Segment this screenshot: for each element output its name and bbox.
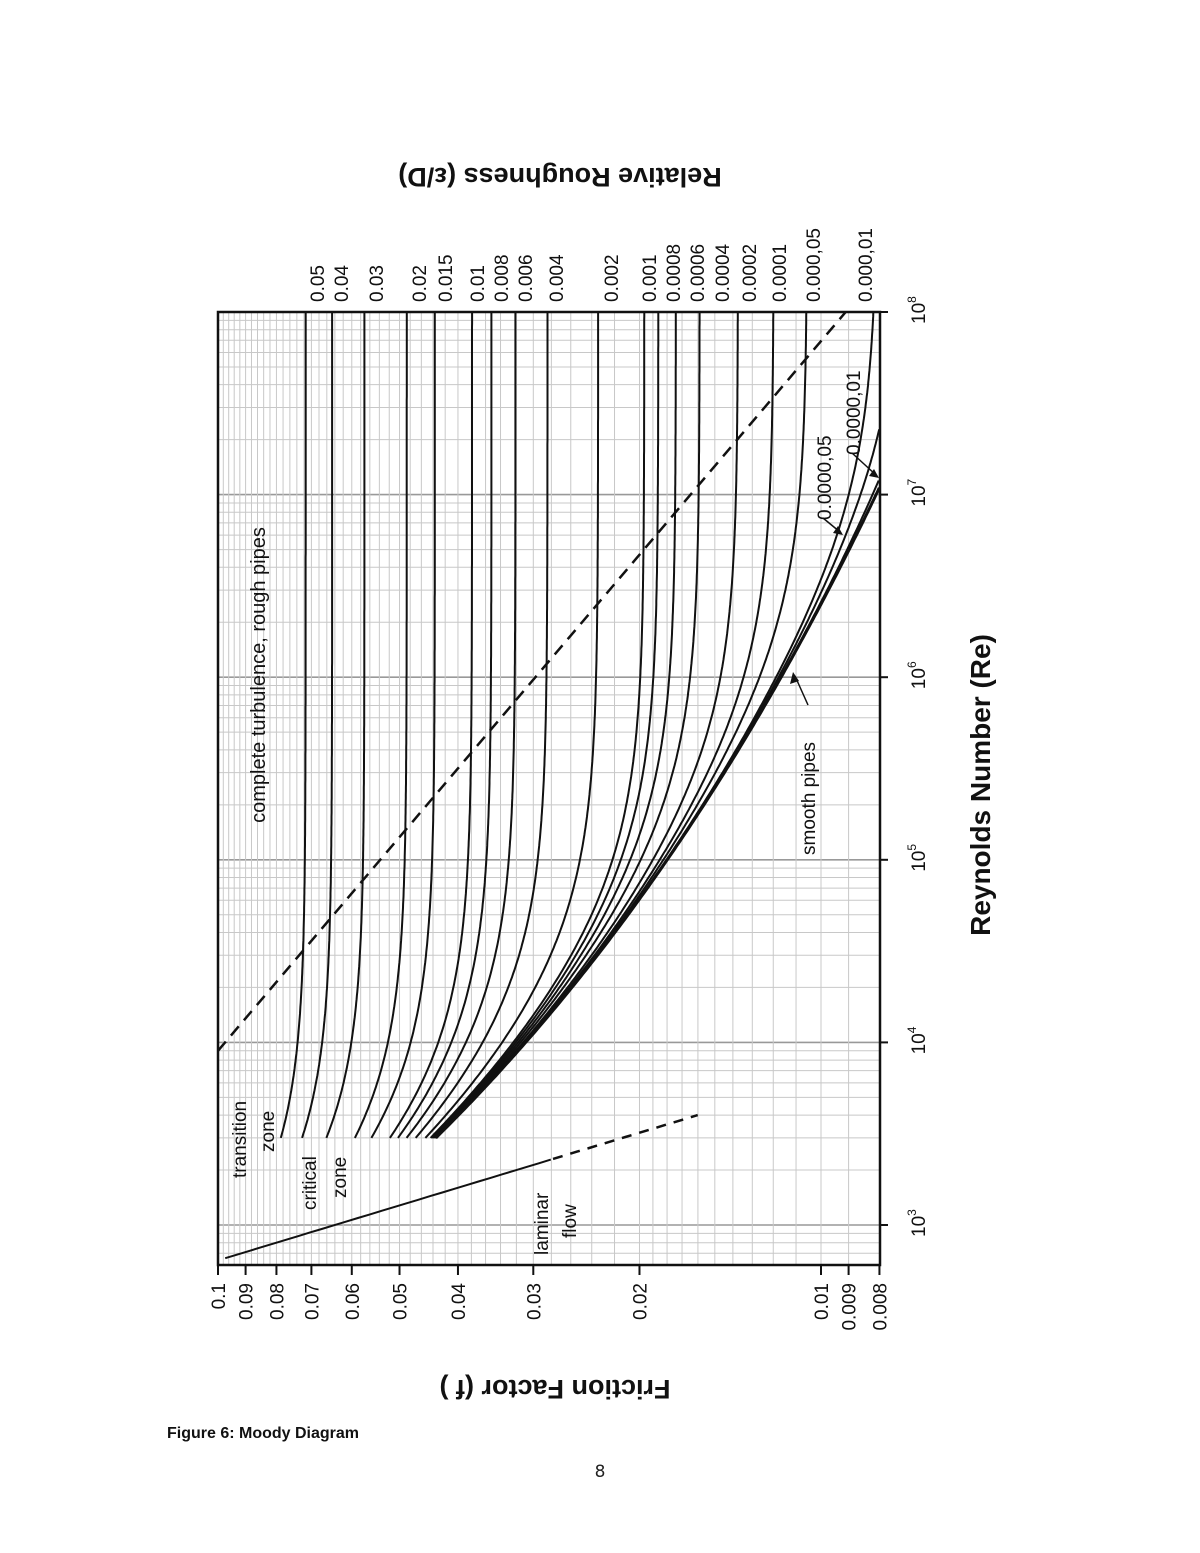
curve-roughness [405,312,517,1139]
tick-label-f: 0.008 [870,1283,891,1331]
tick-label-f: 0.01 [812,1283,833,1320]
roughness-label: 0.0001 [770,244,791,302]
tick-label-f: 0.06 [343,1283,364,1320]
curve-roughness [397,312,493,1139]
arrowhead-icon [833,526,843,535]
curve-roughness [432,312,701,1139]
transition-zone-label: zone [258,1111,279,1152]
arrowhead-icon [790,672,799,684]
curve-roughness [424,312,600,1139]
curve-roughness [430,312,660,1139]
tick-label-f: 0.08 [267,1283,288,1320]
laminar-label: laminar [532,1192,553,1255]
curve-roughness [429,312,646,1139]
grid [217,311,880,1265]
tick-label-re: 106 [905,661,930,689]
roughness-1e-6-arrow [851,452,877,476]
curves [217,311,881,1260]
curve-roughness [431,312,677,1139]
roughness-label: 0.008 [492,254,513,302]
tick-label-re: 107 [905,478,930,506]
complete-turbulence-label: complete turbulence, rough pipes [248,527,270,823]
roughness-label: 0.05 [308,265,329,302]
y-axis-title: Friction Factor (f ) [440,1374,671,1404]
page-number: 8 [594,1462,606,1482]
tick-label-f: 0.009 [840,1283,861,1331]
roughness-label: 0.006 [516,254,537,302]
annotations: complete turbulence, rough pipes transit… [230,370,879,1255]
roughness-label: 0.01 [468,265,489,302]
transition-label: transition [230,1101,251,1178]
curve-roughness [435,312,875,1139]
tick-label-re: 104 [905,1026,930,1054]
roughness-label: 0.0004 [713,243,734,302]
curve-roughness [414,312,549,1139]
figure-caption: Figure 6: Moody Diagram [167,1425,360,1442]
tick-label-f: 0.04 [449,1283,470,1320]
tick-label-f: 0.09 [237,1283,258,1320]
roughness-label: 0.000,01 [856,228,877,302]
axis-ticks: 0.1 0.09 0.08 0.07 0.06 0.05 0.04 0.03 0.02 0.01 0… [209,228,930,1331]
tick-label-f: 0.05 [391,1283,412,1320]
right-axis-title: Relative Roughness (ε/D) [398,162,721,192]
tick-label-f: 0.1 [209,1283,230,1309]
tick-label-f: 0.02 [630,1283,651,1320]
curve-roughness [434,487,881,1139]
curve-roughness [279,312,307,1139]
roughness-label: 0.04 [332,265,353,302]
roughness-label: 0.03 [367,265,388,302]
plot-frame [216,310,882,1267]
x-axis-title: Reynolds Number (Re) [965,634,996,936]
roughness-label: 0.0002 [740,244,761,302]
curve-roughness [434,312,739,1139]
curve-roughness [301,312,334,1139]
curve-roughness [370,312,436,1139]
tick-label-re: 103 [905,1209,930,1237]
roughness-label: 0.002 [602,254,623,302]
roughness-label: 0.02 [410,265,431,302]
roughness-label: 0.004 [547,254,568,302]
complete-turbulence-boundary [217,311,847,1052]
tick-label-re: 105 [905,844,930,872]
roughness-label: 0.0006 [688,244,709,302]
tick-label-f: 0.07 [302,1283,323,1320]
critical-label: critical [300,1156,321,1210]
roughness-1e-6-label: 0.0000,01 [844,370,865,455]
tick-label-f: 0.03 [524,1283,545,1320]
tick-label-re: 108 [905,296,930,324]
roughness-label: 0.001 [640,254,661,302]
curve-roughness [389,312,474,1139]
roughness-label: 0.000,05 [804,228,825,302]
laminar-dashed-line [552,1113,699,1161]
curve-roughness [325,312,366,1139]
arrowhead-icon [869,469,879,478]
flow-label: flow [560,1204,581,1238]
smooth-pipes-label: smooth pipes [799,742,820,855]
critical-zone-label: zone [330,1157,351,1198]
roughness-5e-6-label: 0.0000,05 [815,435,836,520]
curve-roughness [354,312,408,1139]
laminar-line [224,1158,552,1260]
roughness-label: 0.015 [436,254,457,302]
roughness-label: 0.0008 [664,244,685,302]
